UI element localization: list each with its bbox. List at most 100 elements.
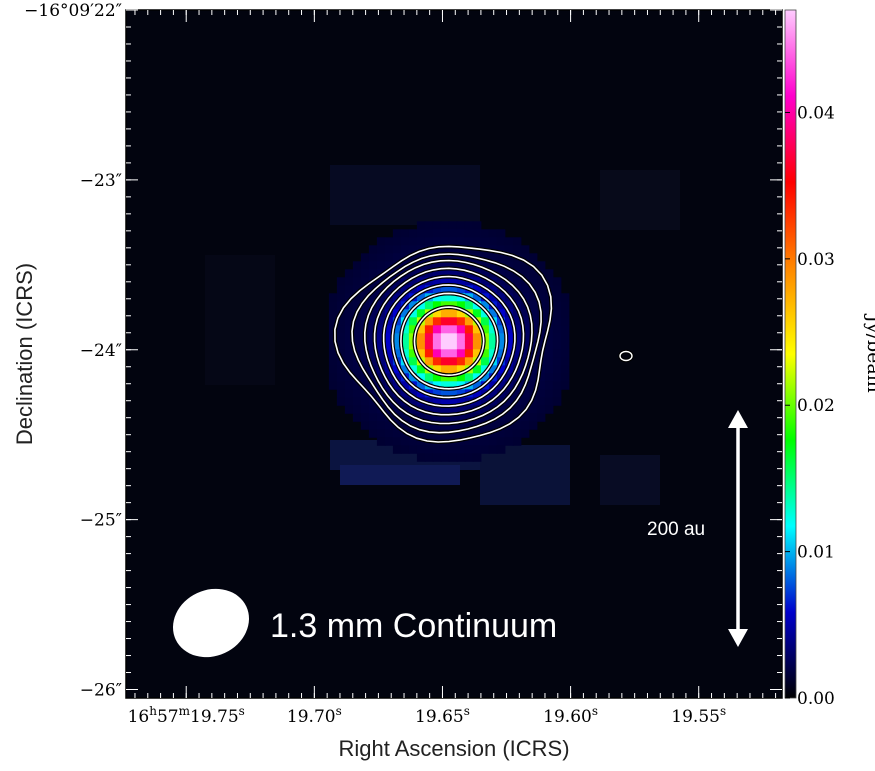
emission-pixel <box>448 229 458 238</box>
emission-pixel <box>384 389 394 398</box>
emission-pixel <box>424 221 434 230</box>
x-tick-label: 19.60s <box>543 704 598 727</box>
emission-pixel <box>384 341 394 350</box>
emission-pixel <box>504 429 514 438</box>
emission-pixel <box>384 437 394 446</box>
emission-pixel <box>440 245 450 254</box>
emission-pixel <box>544 373 554 382</box>
emission-pixel <box>416 229 426 238</box>
emission-pixel <box>408 261 418 270</box>
emission-pixel <box>480 301 490 310</box>
emission-pixel <box>416 445 426 454</box>
y-tick-label: −16°09′22″ <box>24 1 122 21</box>
emission-pixel <box>336 341 346 350</box>
emission-pixel <box>352 373 362 382</box>
emission-pixel <box>360 389 370 398</box>
emission-pixel <box>464 373 474 382</box>
emission-pixel <box>336 365 346 374</box>
emission-pixel <box>544 301 554 310</box>
emission-pixel <box>504 333 514 342</box>
emission-pixel <box>552 389 562 398</box>
emission-pixel <box>336 333 346 342</box>
emission-pixel <box>520 413 530 422</box>
emission-pixel <box>376 285 386 294</box>
emission-pixel <box>512 277 522 286</box>
emission-pixel <box>424 397 434 406</box>
emission-pixel <box>400 365 410 374</box>
emission-pixel <box>344 325 354 334</box>
emission-pixel <box>496 277 506 286</box>
emission-pixel <box>464 341 474 350</box>
emission-pixel <box>424 325 434 334</box>
emission-pixel <box>464 261 474 270</box>
emission-pixel <box>496 245 506 254</box>
emission-pixel <box>384 277 394 286</box>
emission-pixel <box>392 245 402 254</box>
emission-pixel <box>424 333 434 342</box>
emission-pixel <box>440 421 450 430</box>
emission-pixel <box>504 325 514 334</box>
emission-pixel <box>536 373 546 382</box>
colorbar-tick-label: 0.02 <box>797 396 835 416</box>
emission-pixel <box>408 397 418 406</box>
emission-pixel <box>376 317 386 326</box>
emission-pixel <box>512 405 522 414</box>
emission-pixel <box>384 261 394 270</box>
x-tick-label: 19.65s <box>415 704 470 727</box>
emission-pixel <box>440 277 450 286</box>
emission-pixel <box>512 421 522 430</box>
emission-pixel <box>544 277 554 286</box>
emission-pixel <box>376 373 386 382</box>
emission-pixel <box>520 293 530 302</box>
emission-pixel <box>416 453 426 462</box>
emission-pixel <box>536 285 546 294</box>
emission-pixel <box>536 293 546 302</box>
emission-pixel <box>488 253 498 262</box>
emission-pixel <box>496 445 506 454</box>
y-tick-label: −24″ <box>80 341 122 361</box>
emission-pixel <box>384 349 394 358</box>
emission-pixel <box>360 285 370 294</box>
emission-pixel <box>512 373 522 382</box>
emission-pixel <box>456 325 466 334</box>
emission-pixel <box>432 445 442 454</box>
emission-pixel <box>488 309 498 318</box>
emission-pixel <box>448 261 458 270</box>
emission-pixel <box>552 285 562 294</box>
emission-pixel <box>368 293 378 302</box>
emission-pixel <box>432 333 442 342</box>
emission-pixel <box>552 301 562 310</box>
emission-pixel <box>440 373 450 382</box>
emission-pixel <box>504 269 514 278</box>
contour-line <box>382 275 516 407</box>
emission-pixel <box>448 293 458 302</box>
emission-pixel <box>400 381 410 390</box>
emission-pixel <box>520 317 530 326</box>
emission-pixel <box>536 405 546 414</box>
emission-pixel <box>440 341 450 350</box>
emission-pixel <box>440 221 450 230</box>
emission-pixel <box>368 357 378 366</box>
emission-pixel <box>416 309 426 318</box>
emission-pixel <box>400 229 410 238</box>
x-tick-labels: 16h57m19.75s 19.70s 19.65s 19.60s 19.55s <box>128 704 727 727</box>
emission-pixel <box>432 277 442 286</box>
emission-pixel <box>344 317 354 326</box>
emission-pixel <box>472 437 482 446</box>
emission-pixel <box>536 277 546 286</box>
emission-pixel <box>504 301 514 310</box>
emission-pixel <box>560 341 570 350</box>
emission-pixel <box>456 405 466 414</box>
emission-pixel <box>488 445 498 454</box>
emission-pixel <box>504 365 514 374</box>
emission-pixel <box>432 365 442 374</box>
emission-pixel <box>424 341 434 350</box>
emission-pixel <box>344 349 354 358</box>
image-frame <box>125 9 783 699</box>
emission-pixel <box>432 413 442 422</box>
emission-pixel <box>344 341 354 350</box>
emission-pixel <box>480 413 490 422</box>
emission-pixel <box>440 269 450 278</box>
emission-pixel <box>328 381 338 390</box>
emission-pixel <box>536 261 546 270</box>
